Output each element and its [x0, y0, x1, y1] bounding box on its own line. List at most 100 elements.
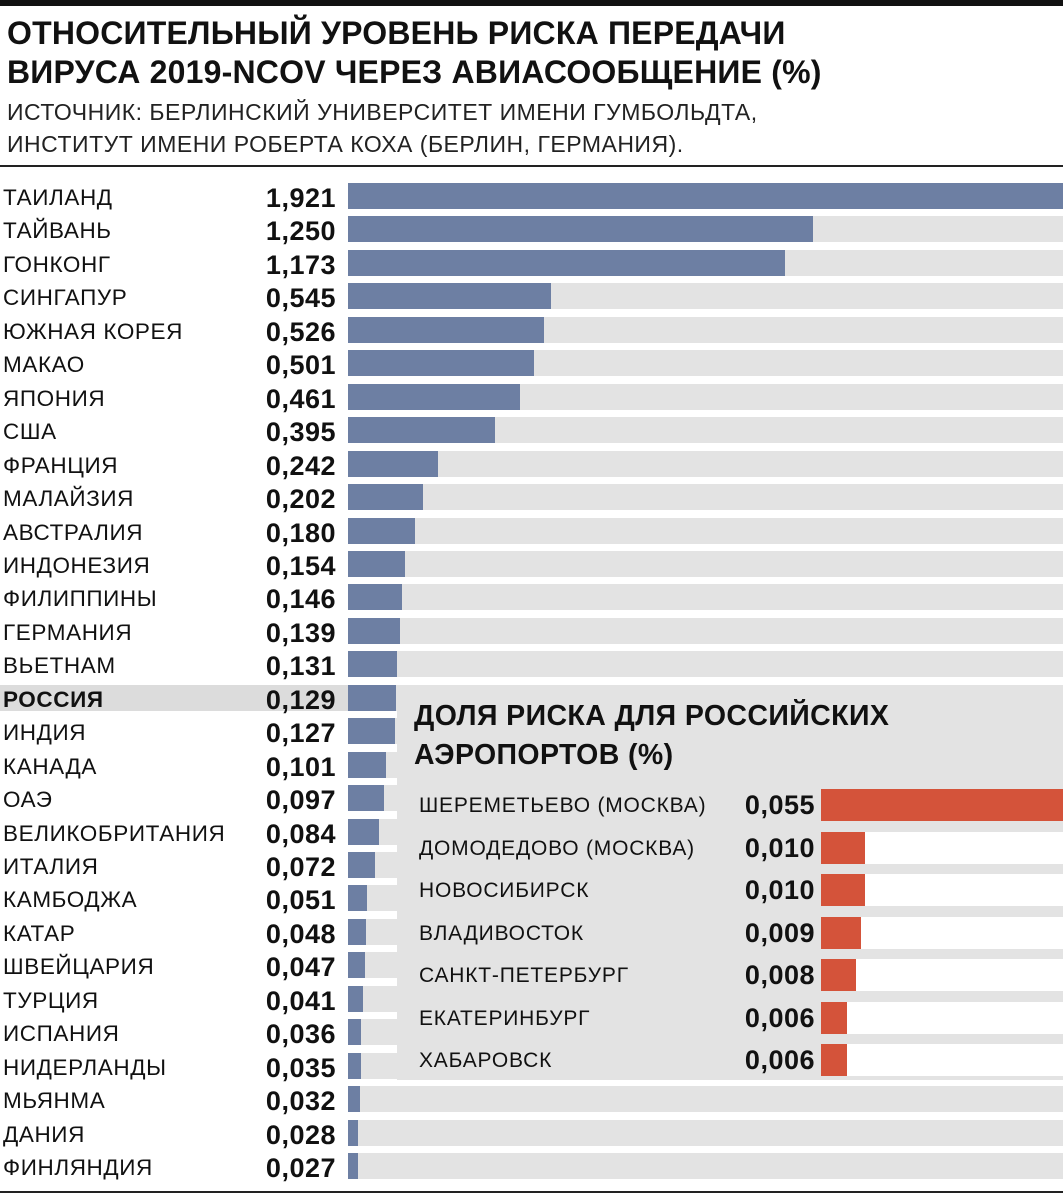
country-label: СИНГАПУР	[3, 285, 128, 311]
country-value-label: 0,084	[265, 818, 336, 849]
airport-risk-inset: ДОЛЯ РИСКА ДЛЯ РОССИЙСКИХ АЭРОПОРТОВ (%)…	[397, 685, 1063, 1080]
country-row: ДАНИЯ 0,028	[0, 1117, 1063, 1151]
country-value-label: 0,501	[265, 350, 336, 381]
country-value-label: 0,051	[265, 885, 336, 916]
country-row: ГОНКОНГ 1,173	[0, 247, 1063, 281]
country-row: ЮЖНАЯ КОРЕЯ 0,526	[0, 314, 1063, 348]
country-row: ФРАНЦИЯ 0,242	[0, 448, 1063, 482]
country-label: ФИЛИППИНЫ	[3, 586, 158, 612]
airport-bar	[821, 831, 865, 864]
country-label: МЬЯНМА	[3, 1088, 106, 1114]
source-line-2: ИНСТИТУТ ИМЕНИ РОБЕРТА КОХА (БЕРЛИН, ГЕР…	[7, 131, 684, 157]
country-bar	[348, 818, 380, 845]
chart-title-line-2: ВИРУСА 2019-NCOV ЧЕРЕЗ АВИАСООБЩЕНИЕ (%)	[7, 54, 822, 90]
airport-bar-track	[821, 1001, 1063, 1034]
country-bar	[348, 952, 366, 979]
country-value-label: 0,146	[265, 584, 336, 615]
bar-track	[348, 450, 1063, 477]
country-value-label: 0,131	[265, 651, 336, 682]
country-value-label: 0,242	[265, 450, 336, 481]
country-row: США 0,395	[0, 414, 1063, 448]
chart-title-line-1: ОТНОСИТЕЛЬНЫЙ УРОВЕНЬ РИСКА ПЕРЕДАЧИ	[7, 15, 786, 51]
country-value-label: 0,047	[265, 952, 336, 983]
chart-title: ОТНОСИТЕЛЬНЫЙ УРОВЕНЬ РИСКА ПЕРЕДАЧИ ВИР…	[7, 14, 1057, 92]
country-bar	[348, 1052, 362, 1079]
country-value-label: 0,032	[265, 1086, 336, 1117]
country-bar	[348, 450, 439, 477]
airport-row: ЕКАТЕРИНБУРГ 0,006	[397, 1000, 1063, 1034]
country-value-label: 0,028	[265, 1119, 336, 1150]
source-line-1: ИСТОЧНИК: БЕРЛИНСКИЙ УНИВЕРСИТЕТ ИМЕНИ Г…	[7, 99, 758, 125]
country-label: ВЬЕТНАМ	[3, 653, 116, 679]
airport-value-label: 0,006	[744, 1002, 815, 1033]
country-row: МАЛАЙЗИЯ 0,202	[0, 481, 1063, 515]
country-label: ИТАЛИЯ	[3, 854, 99, 879]
airport-row: ХАБАРОВСК 0,006	[397, 1042, 1063, 1076]
country-bar	[348, 852, 375, 878]
airport-bar	[821, 789, 1063, 821]
country-bar	[348, 785, 385, 812]
bar-track	[348, 617, 1063, 644]
bar-track	[348, 550, 1063, 577]
country-bar	[348, 1119, 359, 1146]
country-bar	[348, 183, 1063, 209]
country-bar	[348, 718, 396, 745]
airport-bar-track	[821, 1044, 1063, 1076]
inset-title: ДОЛЯ РИСКА ДЛЯ РОССИЙСКИХ АЭРОПОРТОВ (%)	[414, 697, 889, 775]
country-value-label: 1,173	[265, 249, 336, 280]
airport-bar	[821, 959, 857, 991]
country-row: МАКАО 0,501	[0, 347, 1063, 381]
country-label: ИНДИЯ	[3, 720, 87, 746]
country-value-label: 0,041	[265, 985, 336, 1016]
bar-track	[348, 484, 1063, 511]
country-row: ГЕРМАНИЯ 0,139	[0, 615, 1063, 649]
airport-bar	[821, 916, 861, 949]
bar-track	[348, 1086, 1063, 1113]
airport-row: ДОМОДЕДОВО (МОСКВА) 0,010	[397, 830, 1063, 864]
country-bar	[348, 651, 397, 678]
country-row: ФИНЛЯНДИЯ 0,027	[0, 1150, 1063, 1184]
country-value-label: 1,921	[265, 183, 336, 213]
bar-track	[348, 651, 1063, 678]
airport-value-label: 0,055	[744, 790, 815, 820]
country-label: ГОНКОНГ	[3, 251, 111, 277]
airport-row: НОВОСИБИРСК 0,010	[397, 872, 1063, 906]
top-rule	[0, 0, 1063, 6]
country-label: ФИНЛЯНДИЯ	[3, 1155, 153, 1181]
country-bar	[348, 1019, 362, 1046]
country-label: РОССИЯ	[3, 686, 104, 712]
country-bar	[348, 216, 814, 243]
airport-label: ХАБАРОВСК	[419, 1049, 553, 1072]
country-bar	[348, 617, 400, 644]
country-label: ЯПОНИЯ	[3, 385, 106, 411]
country-label: ИСПАНИЯ	[3, 1021, 120, 1047]
country-label: ТАЙВАНЬ	[3, 218, 112, 244]
country-row: ТАИЛАНД 1,921	[0, 180, 1063, 214]
country-label: ЮЖНАЯ КОРЕЯ	[3, 318, 183, 344]
inset-title-line-2: АЭРОПОРТОВ (%)	[414, 739, 674, 771]
country-bar	[348, 885, 367, 912]
country-value-label: 0,545	[265, 283, 336, 314]
airport-label: САНКТ-ПЕТЕРБУРГ	[419, 964, 629, 987]
country-value-label: 0,127	[265, 718, 336, 749]
bar-track	[348, 584, 1063, 611]
country-label: США	[3, 419, 57, 445]
airport-bar-track	[821, 916, 1063, 949]
country-value-label: 0,036	[265, 1019, 336, 1050]
country-value-label: 0,072	[265, 852, 336, 882]
country-bar	[348, 484, 424, 511]
country-value-label: 0,129	[265, 684, 336, 715]
source-note: ИСТОЧНИК: БЕРЛИНСКИЙ УНИВЕРСИТЕТ ИМЕНИ Г…	[7, 96, 1057, 160]
country-label: НИДЕРЛАНДЫ	[3, 1054, 167, 1080]
airport-row: ШЕРЕМЕТЬЕВО (МОСКВА) 0,055	[397, 787, 1063, 821]
country-label: ШВЕЙЦАРИЯ	[3, 954, 155, 980]
country-bar	[348, 584, 403, 611]
airport-value-label: 0,006	[744, 1045, 815, 1075]
inset-title-line-1: ДОЛЯ РИСКА ДЛЯ РОССИЙСКИХ	[414, 700, 890, 732]
airport-bar-track	[821, 959, 1063, 991]
country-value-label: 0,202	[265, 484, 336, 515]
bar-track	[348, 1119, 1063, 1146]
country-label: КАНАДА	[3, 753, 97, 779]
country-bar	[348, 316, 544, 343]
airport-bar	[821, 1001, 848, 1034]
